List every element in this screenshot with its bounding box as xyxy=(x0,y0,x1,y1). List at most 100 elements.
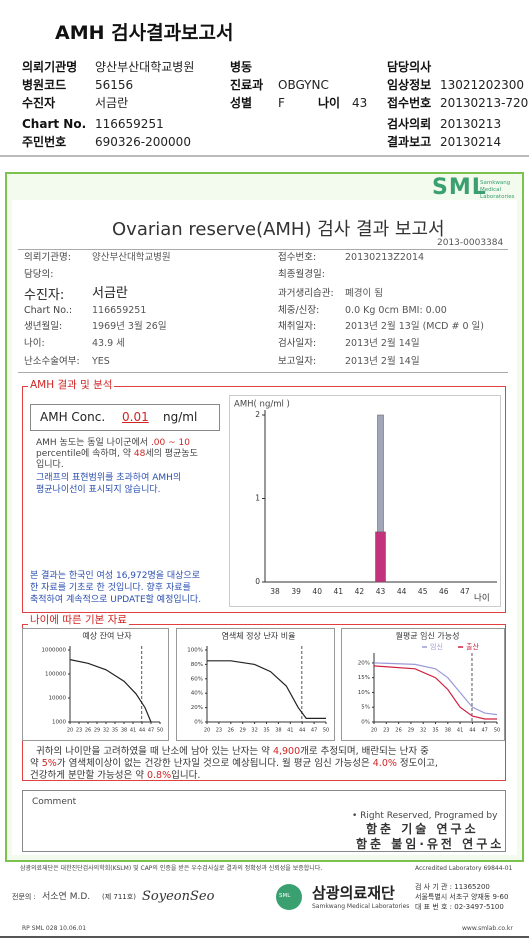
x-tick-label: 35 xyxy=(432,728,438,734)
x-tick-label: 32 xyxy=(251,728,257,734)
chart-title: 예상 잔여 난자 xyxy=(82,631,132,641)
text-line: 입니다. xyxy=(36,460,64,471)
note: 평균나이선이 표시되지 않습니다. xyxy=(36,485,161,495)
x-tick-label: 35 xyxy=(263,728,269,734)
field-value: 양산부산대학교병원 xyxy=(92,252,171,263)
line xyxy=(207,660,326,719)
text-segment: AMH 농도는 동일 나이군에서 xyxy=(36,438,151,448)
y-tick-label: 0 xyxy=(255,577,260,586)
text-segment: 약 xyxy=(30,758,42,769)
text: Samkwang Medical Laboratories xyxy=(312,903,410,910)
x-tick-label: 43 xyxy=(376,587,386,596)
x-tick-label: 39 xyxy=(291,587,301,596)
text-segment: 48 xyxy=(133,449,146,459)
note: 그래프의 표현범위를 초과하여 AMH의 xyxy=(36,473,182,483)
x-tick-label: 45 xyxy=(418,587,428,596)
text-segment: percentile에 속하며, 약 xyxy=(36,449,134,459)
x-tick-label: 50 xyxy=(494,728,500,734)
y-tick-label: 100000 xyxy=(45,672,66,678)
x-tick-label: 38 xyxy=(270,587,280,596)
x-tick-label: 20 xyxy=(371,728,377,734)
line xyxy=(373,665,497,720)
institute: 함춘 기술 연구소 xyxy=(366,822,479,836)
note: 본 결과는 한국인 여성 16,972명을 대상으로 xyxy=(30,571,200,581)
info-box xyxy=(18,249,508,373)
x-tick-label: 44 xyxy=(469,728,475,734)
x-tick-label: 41 xyxy=(130,728,136,734)
text-segment: 4.0% xyxy=(372,758,397,769)
field-label: Chart No.: xyxy=(24,305,73,316)
field-label: 담당의: xyxy=(24,269,54,280)
label: AMH Conc. xyxy=(40,410,106,424)
x-tick-label: 44 xyxy=(299,728,305,734)
y-tick-label: 0% xyxy=(194,720,203,726)
y-tick-label: 80% xyxy=(191,662,203,668)
field-label: Chart No. xyxy=(22,117,87,131)
field-value: 서금란 xyxy=(95,96,129,110)
x-tick-label: 44 xyxy=(397,587,407,596)
text: 삼광의료재단은 대한진단검사의학회(KSLM) 및 CAP의 인증을 받은 우수… xyxy=(20,865,323,872)
y-tick-label: 15% xyxy=(358,675,370,681)
line xyxy=(69,659,152,723)
field-value: 서금란 xyxy=(92,286,128,301)
field-value: 690326-200000 xyxy=(95,135,191,149)
text: 서울특별시 서초구 양재동 9-60 xyxy=(415,893,509,901)
field-label: 의뢰기관명: xyxy=(24,252,71,263)
field-label: 담당의사 xyxy=(387,60,432,74)
text: 서소연 M.D. xyxy=(42,892,91,902)
field-label: 검사일자: xyxy=(278,338,317,349)
line xyxy=(373,662,498,716)
field-value: 1969년 3월 26일 xyxy=(92,321,167,332)
institute: 함춘 불임·유전 연구소 xyxy=(356,837,505,851)
field-label: 나이: xyxy=(24,338,45,349)
field-label: 체중/신장: xyxy=(278,305,320,316)
field-value: 20130213-7201 xyxy=(440,96,529,110)
field-value: 116659251 xyxy=(92,305,147,316)
x-tick-label: 50 xyxy=(323,728,329,734)
legend-label: 임신 xyxy=(430,642,443,651)
field-label: 병원코드 xyxy=(22,78,67,92)
text: 검 사 기 관 : 11365200 xyxy=(415,883,490,891)
field-value: 2013년 2월 14일 xyxy=(345,338,420,349)
field-label: 수진자 xyxy=(22,96,56,110)
text-segment: 입니다. xyxy=(171,770,201,781)
field-label: 의뢰기관명 xyxy=(22,60,78,74)
section-title: AMH 결과 및 분석 xyxy=(28,379,115,392)
text-segment: 세의 평균농도 xyxy=(145,449,198,459)
field-value: 폐경이 됨 xyxy=(345,288,383,299)
x-tick-label: 47 xyxy=(311,728,317,734)
logo-subtitle: Laboratories xyxy=(480,194,515,200)
x-tick-label: 23 xyxy=(383,728,389,734)
field-label: 나이 xyxy=(318,96,341,110)
report-number: 2013-0003384 xyxy=(437,238,504,248)
y-tick-label: 40% xyxy=(191,691,203,697)
field-value: 116659251 xyxy=(95,117,164,131)
field-value: 2013년 2월 13일 (MCD # 0 일) xyxy=(345,321,484,332)
x-tick-label: 26 xyxy=(85,728,91,734)
text-segment: 개로 추정되며, 배란되는 난자 중 xyxy=(300,746,429,757)
section-title: 나이에 따른 기본 자료 xyxy=(28,614,129,627)
field-value: 43.9 세 xyxy=(92,338,125,349)
x-tick-label: 47 xyxy=(482,728,488,734)
y-tick-label: 0% xyxy=(361,720,370,726)
x-tick-label: 23 xyxy=(216,728,222,734)
x-tick-label: 38 xyxy=(445,728,451,734)
legend-label: 출산 xyxy=(466,642,479,651)
logo: SML xyxy=(279,893,291,899)
y-tick-label: 1000 xyxy=(52,720,66,726)
text-segment: 귀하의 나이만을 고려하였을 때 난소에 남아 있는 난자는 약 xyxy=(36,746,273,757)
x-tick-label: 23 xyxy=(76,728,82,734)
chart-title: 염색체 정상 난자 비율 xyxy=(222,631,296,641)
x-tick-label: 41 xyxy=(457,728,463,734)
field-value: 양산부산대학교병원 xyxy=(95,60,195,74)
text-segment: 입니다. xyxy=(36,460,64,470)
conc-box xyxy=(30,404,220,431)
text: 대 표 번 호 : 02-3497-5100 xyxy=(415,903,504,911)
text-line: 귀하의 나이만을 고려하였을 때 난소에 남아 있는 난자는 약 4,900개로… xyxy=(36,746,429,757)
x-tick-label: 32 xyxy=(103,728,109,734)
y-tick-label: 10000 xyxy=(49,696,67,702)
field-label: 접수번호 xyxy=(387,96,432,110)
unit: ng/ml xyxy=(163,410,198,424)
y-tick-label: 1 xyxy=(255,494,260,503)
